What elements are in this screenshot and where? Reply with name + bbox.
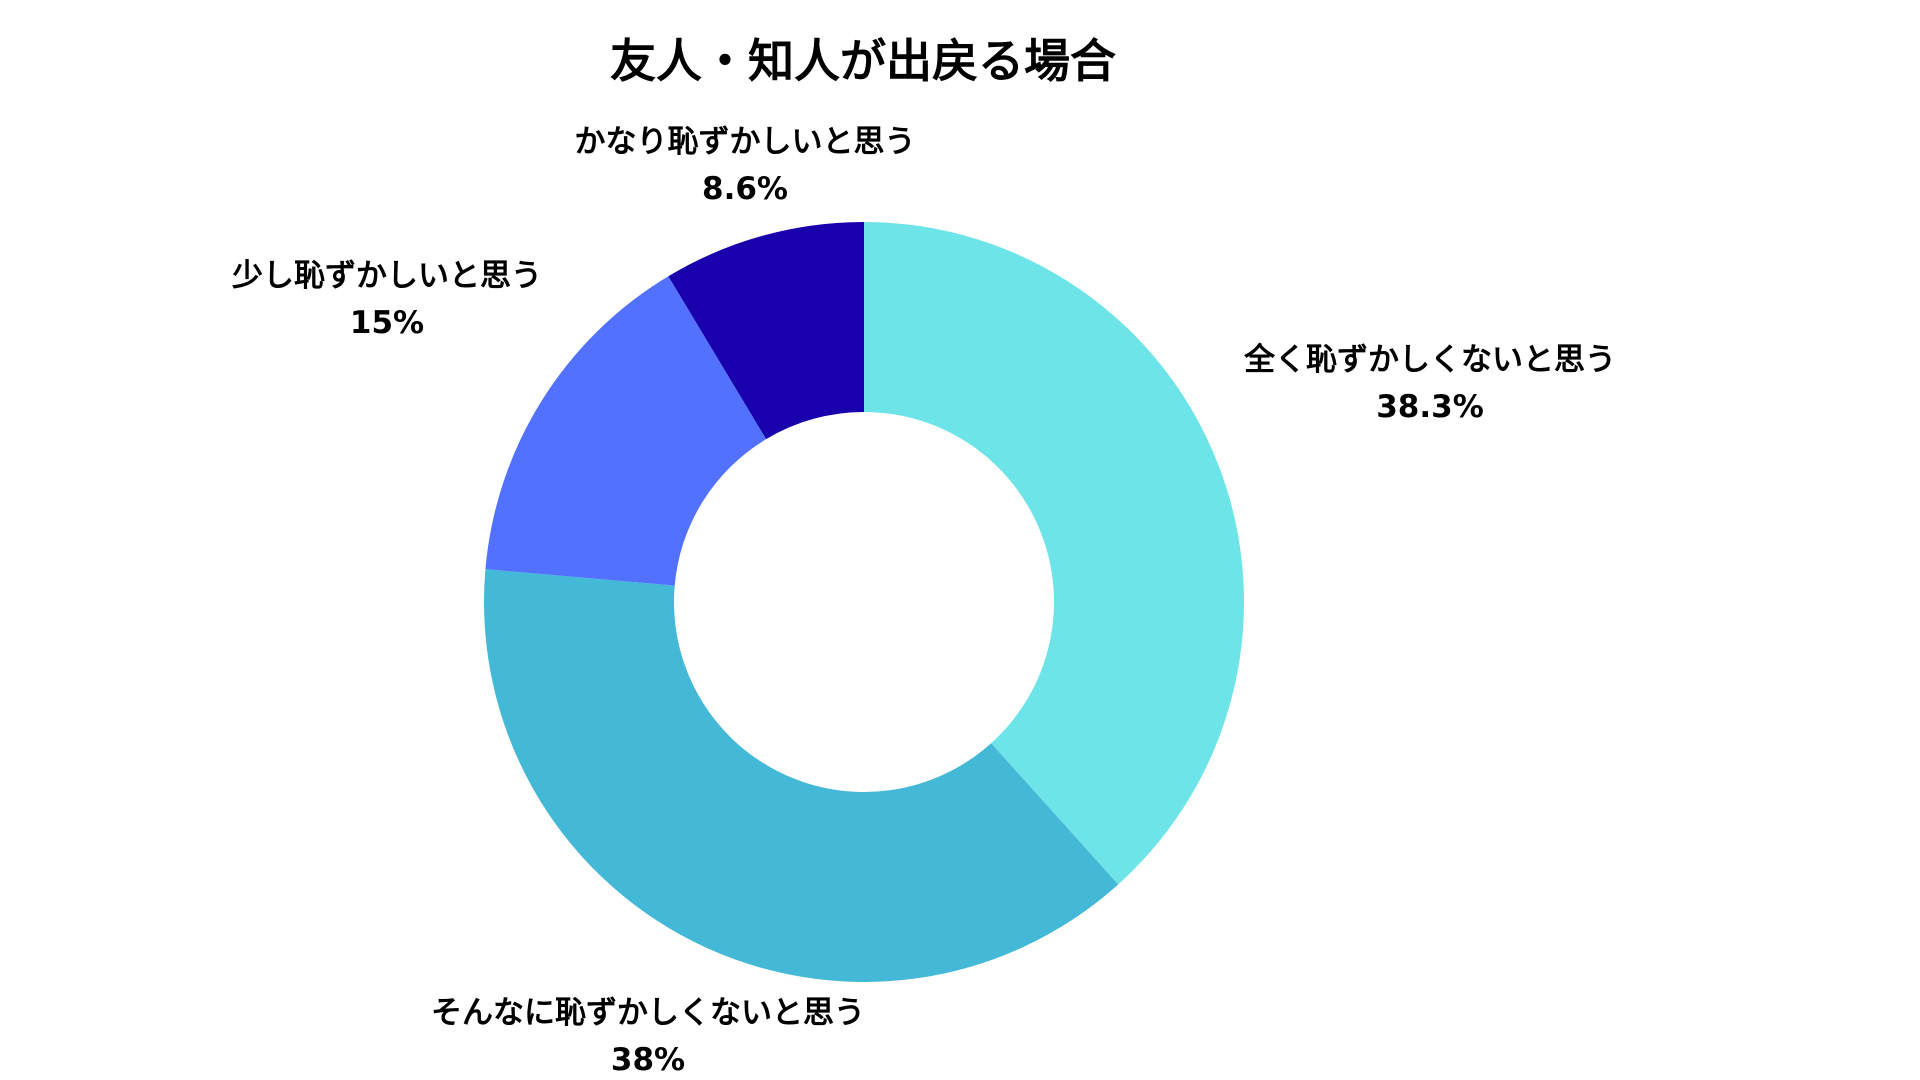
donut-slice-1 [864, 222, 1244, 885]
chart-title: 友人・知人が出戻る場合 [610, 34, 1116, 88]
donut-slice-3 [485, 276, 767, 586]
slices [484, 222, 1244, 983]
slice-label-1: 全く恥ずかしくないと思う [1243, 342, 1616, 378]
slice-value-label-2: 38% [611, 1042, 685, 1078]
slice-label-2: そんなに恥ずかしくないと思う [431, 995, 865, 1031]
slice-value-label-1: 38.3% [1376, 389, 1484, 425]
donut-slice-4 [668, 222, 864, 440]
slice-value-label-4: 8.6% [702, 171, 788, 207]
slice-labels: 全く恥ずかしくないと思う 38.3% そんなに恥ずかしくないと思う 38% 少し恥ずかし… [232, 124, 1616, 1078]
slice-value-label-3: 15% [350, 305, 424, 341]
donut-slice-2 [484, 569, 1119, 983]
slice-label-3: 少し恥ずかしいと思う [232, 258, 542, 294]
slice-label-4: かなり恥ずかしいと思う [575, 124, 916, 160]
